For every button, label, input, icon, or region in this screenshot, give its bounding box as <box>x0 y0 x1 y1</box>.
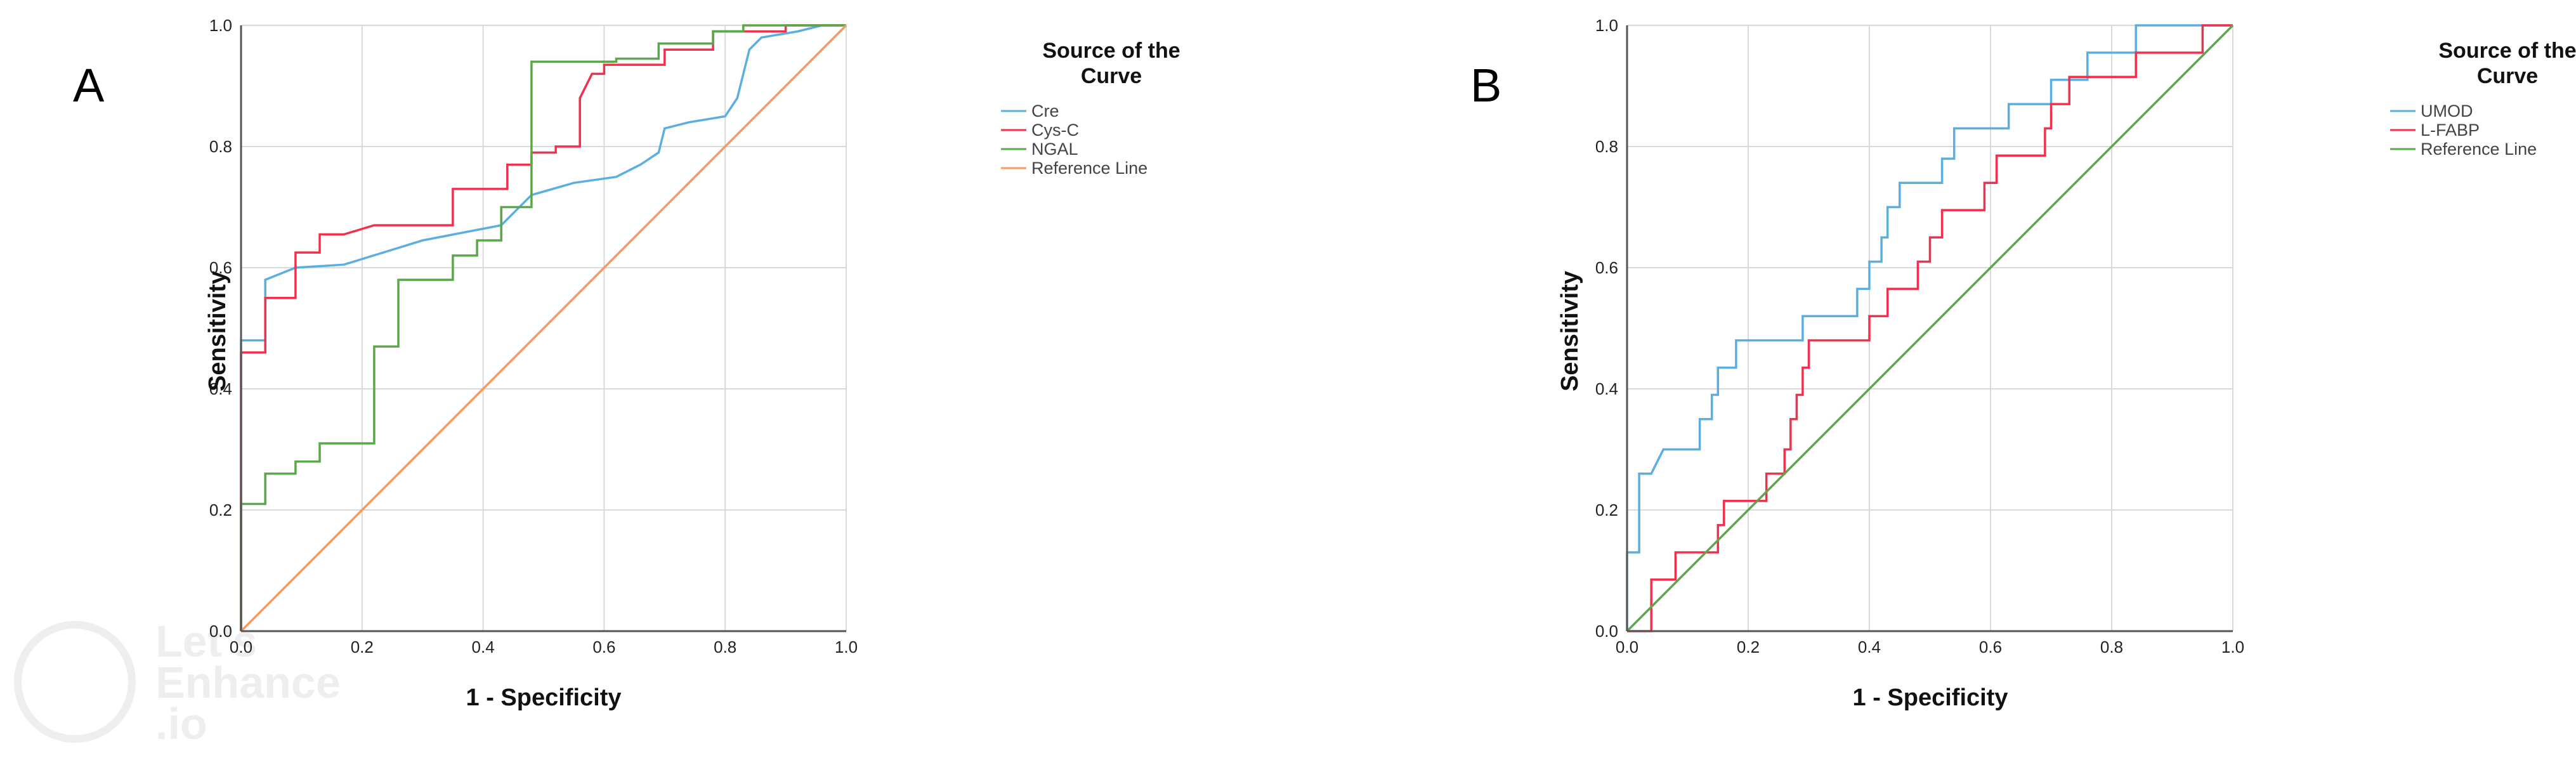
plot-lines <box>1626 24 2234 632</box>
watermark-line2: Enhance <box>155 658 341 707</box>
panel-letter: A <box>73 59 105 112</box>
x-tick-label: 0.0 <box>1616 637 1638 657</box>
plot-lines <box>240 24 847 632</box>
y-tick-label: 1.0 <box>1595 16 1618 35</box>
x-tick-label: 0.6 <box>1979 637 2002 657</box>
y-tick-label: 0.8 <box>1595 137 1618 156</box>
x-tick-label: 0.8 <box>2100 637 2123 657</box>
x-tick-label: 0.8 <box>714 637 736 657</box>
y-tick-label: 0.2 <box>1595 500 1618 519</box>
panel-letter: B <box>1470 59 1501 112</box>
legend-label-l-fabp: L-FABP <box>2421 121 2480 140</box>
y-tick-label: 0.0 <box>1595 622 1618 641</box>
y-axis-label: Sensitivity <box>204 271 231 391</box>
series-line-umod <box>1626 24 2233 631</box>
y-tick-label: 0.8 <box>209 137 232 156</box>
watermark-logo-icon <box>14 621 136 743</box>
y-tick-label: 0.6 <box>1595 258 1618 277</box>
legend-title: Source of the Curve <box>1042 39 1180 88</box>
series-line-reference-line <box>240 24 847 632</box>
legend-label-reference-line: Reference Line <box>1031 159 1147 178</box>
legend-label-reference-line: Reference Line <box>2421 140 2537 159</box>
y-axis-label: Sensitivity <box>1557 271 1583 391</box>
roc-panel-a: A 0.0 0.2 0.4 0.6 0.8 1.0 0.0 0.2 0.4 0.6 0.8 1.0 1… <box>73 16 1180 711</box>
x-tick-label: 1.0 <box>2221 637 2244 657</box>
legend-label-ngal: NGAL <box>1031 140 1078 159</box>
x-axis-label: 1 - Specificity <box>466 684 622 711</box>
legend-label-umod: UMOD <box>2421 101 2473 121</box>
tick-labels: 0.0 0.2 0.4 0.6 0.8 1.0 0.0 0.2 0.4 0.6 0.8 1.0 <box>209 16 858 657</box>
y-tick-label: 0.2 <box>209 500 232 519</box>
watermark: Let's Enhance .io <box>14 617 341 748</box>
y-tick-label: 0.4 <box>1595 379 1618 398</box>
y-tick-label: 1.0 <box>209 16 232 35</box>
legend-label-cre: Cre <box>1031 101 1059 121</box>
axes <box>1626 25 2233 632</box>
series-line-l-fabp <box>1627 24 2233 632</box>
legend: Source of the Curve CreCys-CNGALReference… <box>1001 39 1180 178</box>
series-line-reference-line <box>1626 24 2234 632</box>
x-tick-label: 0.2 <box>351 637 374 657</box>
x-tick-label: 0.4 <box>1858 637 1881 657</box>
series-line-ngal <box>240 24 846 631</box>
y-tick-label: 0.0 <box>209 622 232 641</box>
x-tick-label: 0.2 <box>1737 637 1760 657</box>
y-tick-label: 0.4 <box>209 379 232 398</box>
x-tick-label: 0.6 <box>592 637 615 657</box>
x-axis-label: 1 - Specificity <box>1853 684 2008 711</box>
x-tick-label: 1.0 <box>835 637 858 657</box>
x-tick-label: 0.4 <box>472 637 495 657</box>
roc-panel-b: B 0.0 0.2 0.4 0.6 0.8 1.0 0.0 0.2 0.4 0.6 0.8 1.0 1… <box>1470 16 2576 711</box>
legend-title: Source of the Curve <box>2438 39 2576 88</box>
legend-label-cys-c: Cys-C <box>1031 121 1079 140</box>
tick-labels: 0.0 0.2 0.4 0.6 0.8 1.0 0.0 0.2 0.4 0.6 0.8 1.0 <box>1595 16 2244 657</box>
y-tick-label: 0.6 <box>209 258 232 277</box>
watermark-line3: .io <box>155 699 207 748</box>
axes <box>240 25 846 632</box>
series-line-cre <box>240 24 846 631</box>
x-tick-label: 0.0 <box>230 637 252 657</box>
